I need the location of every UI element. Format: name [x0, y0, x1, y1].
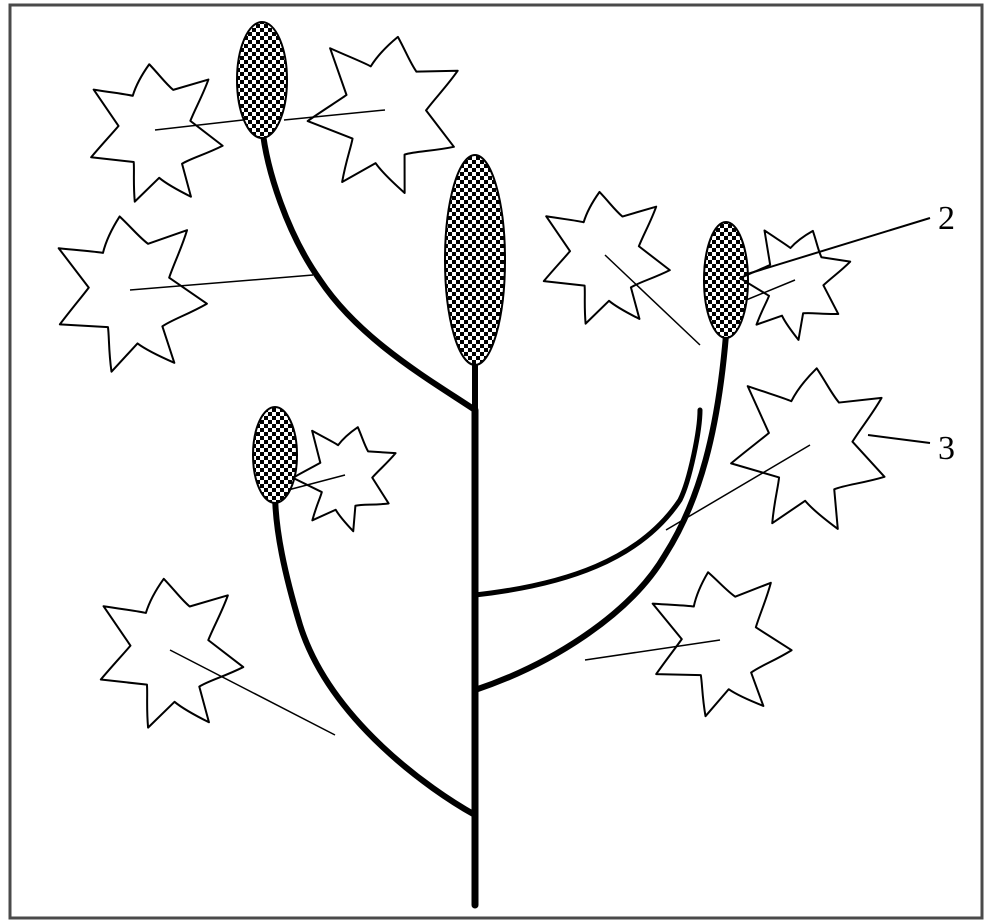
leaf-2	[46, 206, 214, 378]
flower-spike-2	[253, 407, 297, 503]
petiole-1	[284, 110, 385, 120]
petiole-4	[170, 650, 335, 735]
callout-label-2: 2	[938, 200, 955, 238]
flower-spike-1	[237, 22, 287, 138]
callout-label-3: 3	[938, 430, 955, 468]
leaf-7	[726, 362, 893, 533]
branch-0	[275, 492, 475, 815]
leaf-0	[83, 58, 226, 205]
petiole-2	[130, 275, 313, 290]
leaf-4	[93, 573, 248, 732]
leaf-3	[284, 414, 406, 538]
plant-diagram-svg	[0, 0, 992, 923]
flower-spike-0	[445, 155, 505, 365]
leaf-layer	[46, 24, 893, 731]
callout-layer	[744, 218, 930, 443]
branch-1	[475, 335, 726, 690]
leaf-5	[536, 186, 673, 326]
diagram-canvas: 2 3	[0, 0, 992, 923]
branch-2	[475, 410, 700, 595]
petiole-8	[585, 640, 720, 660]
frame-layer	[10, 5, 982, 918]
callout-line-2	[744, 218, 930, 275]
petiole-3	[288, 475, 345, 490]
leaf-1	[298, 24, 471, 200]
callout-line-3	[868, 435, 930, 443]
leaf-8	[640, 560, 800, 723]
petiole-5	[605, 255, 700, 345]
